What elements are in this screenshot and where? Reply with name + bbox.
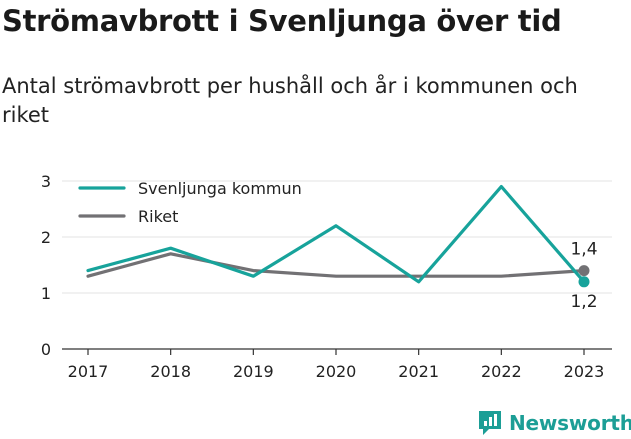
x-tick-label: 2019 — [233, 362, 274, 381]
legend-label-riket: Riket — [138, 207, 178, 226]
y-tick-label: 0 — [41, 340, 51, 359]
legend: Svenljunga kommun Riket — [78, 179, 302, 226]
end-label-svenljunga-kommun: 1,2 — [570, 292, 597, 312]
y-tick-label: 1 — [41, 284, 51, 303]
y-tick-label: 3 — [41, 172, 51, 191]
x-tick-label: 2023 — [564, 362, 605, 381]
series-line-svenljunga-kommun — [86, 185, 586, 284]
brand-name: Newsworthy — [509, 411, 631, 435]
brand-logo: Newsworthy — [477, 408, 631, 438]
end-label-riket: 1,4 — [570, 240, 597, 260]
x-tick-label: 2022 — [481, 362, 522, 381]
end-labels: 1,4 1,2 — [570, 240, 597, 312]
x-tick-label: 2021 — [398, 362, 439, 381]
x-tick-label: 2020 — [316, 362, 357, 381]
legend-label-svenljunga-kommun: Svenljunga kommun — [138, 179, 302, 198]
x-tick-label: 2017 — [68, 362, 109, 381]
x-tick-label: 2018 — [150, 362, 191, 381]
y-axis: 0 1 2 3 — [41, 172, 51, 359]
chart-subtitle: Antal strömavbrott per hushåll och år i … — [2, 74, 578, 127]
newsworthy-logo-icon — [479, 411, 501, 435]
end-point-svenljunga-kommun — [578, 276, 590, 288]
end-point-riket — [578, 265, 590, 277]
x-axis: 2017 2018 2019 2020 2021 2022 2023 — [62, 348, 612, 381]
chart-title: Strömavbrott i Svenljunga över tid — [2, 4, 562, 38]
series-line-riket — [86, 252, 586, 278]
series-lines — [86, 185, 590, 288]
gridlines — [62, 180, 612, 294]
y-tick-label: 2 — [41, 228, 51, 247]
